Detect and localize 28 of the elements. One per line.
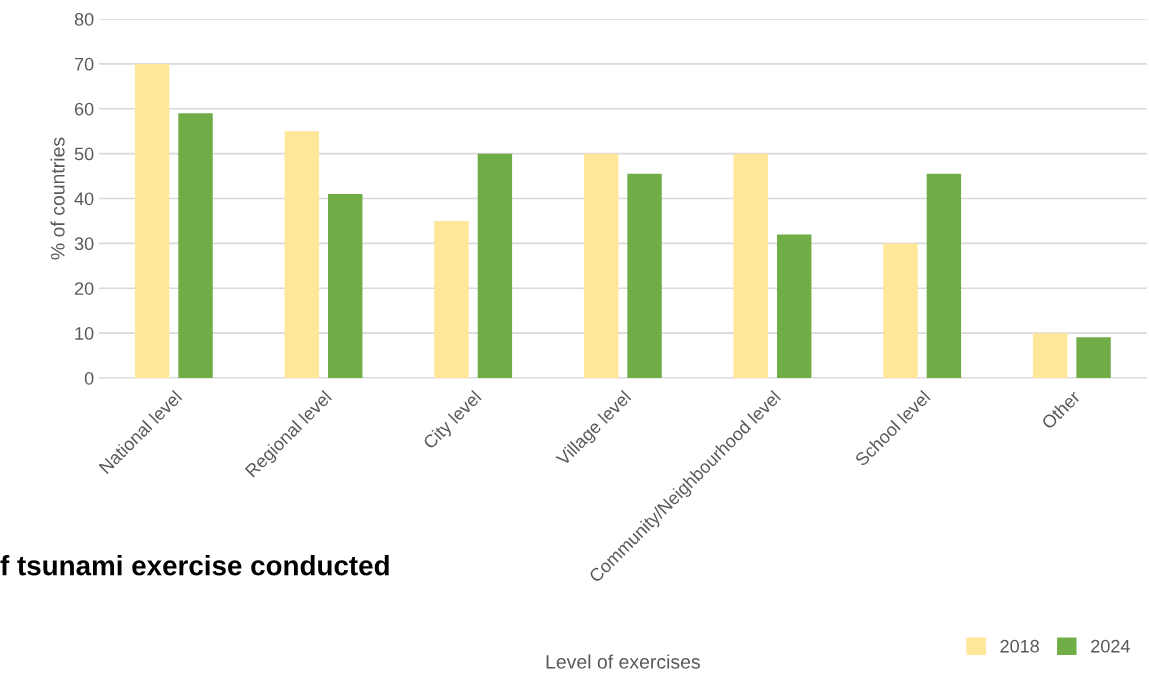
y-tick-label: 80	[74, 12, 94, 26]
bar	[434, 220, 469, 378]
y-tick-label: 10	[75, 327, 94, 340]
legend-label: 2024	[1091, 639, 1130, 653]
y-axis-title: % of countries	[50, 137, 65, 260]
bar	[777, 234, 812, 378]
y-tick-label: 30	[74, 237, 94, 251]
y-tick-label: 0	[84, 371, 94, 385]
bar	[733, 153, 769, 378]
bar	[477, 153, 513, 378]
legend-label: 2018	[1000, 639, 1039, 653]
bar	[926, 173, 962, 378]
y-tick-label: 60	[74, 102, 94, 116]
bar	[328, 194, 363, 378]
bar	[627, 173, 662, 378]
bar	[1032, 333, 1068, 378]
bar	[134, 63, 170, 378]
bar	[583, 153, 619, 378]
bar	[1076, 337, 1111, 378]
bar	[178, 113, 213, 378]
y-tick-label: 70	[74, 57, 94, 71]
bar	[883, 243, 918, 378]
y-tick-label: 20	[74, 282, 94, 295]
text: f tsunami exercise conducted	[0, 555, 389, 576]
x-axis-title: Level of exercises	[546, 654, 700, 669]
y-tick-label: 50	[74, 147, 94, 161]
y-tick-label: 40	[74, 192, 94, 206]
bar	[284, 131, 320, 378]
